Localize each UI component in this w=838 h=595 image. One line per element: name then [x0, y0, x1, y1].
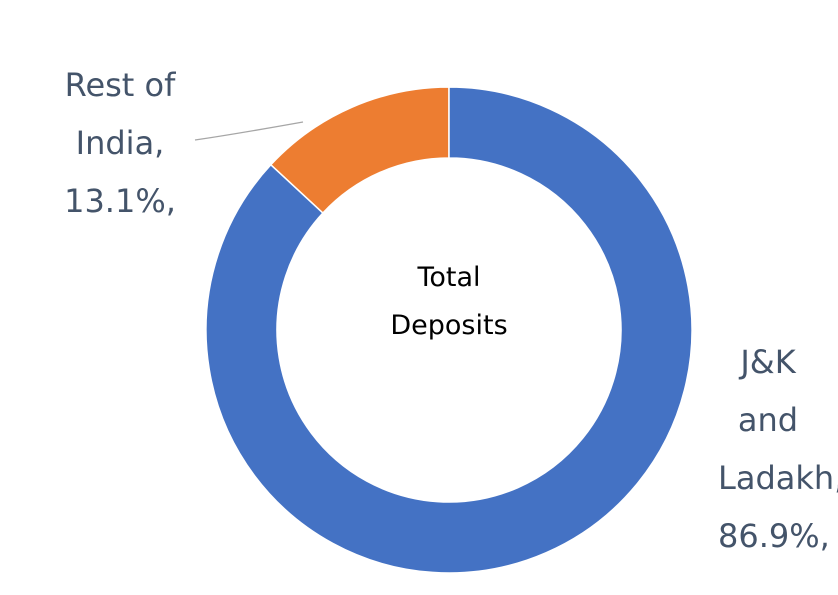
leader-line: [194, 121, 304, 141]
data-label: Rest of India, 13.1%,: [64, 66, 176, 220]
donut-segment: [205, 86, 693, 574]
data-label: J&K and Ladakh, 86.9%,: [718, 343, 838, 555]
center-label: Total Deposits: [390, 262, 508, 341]
